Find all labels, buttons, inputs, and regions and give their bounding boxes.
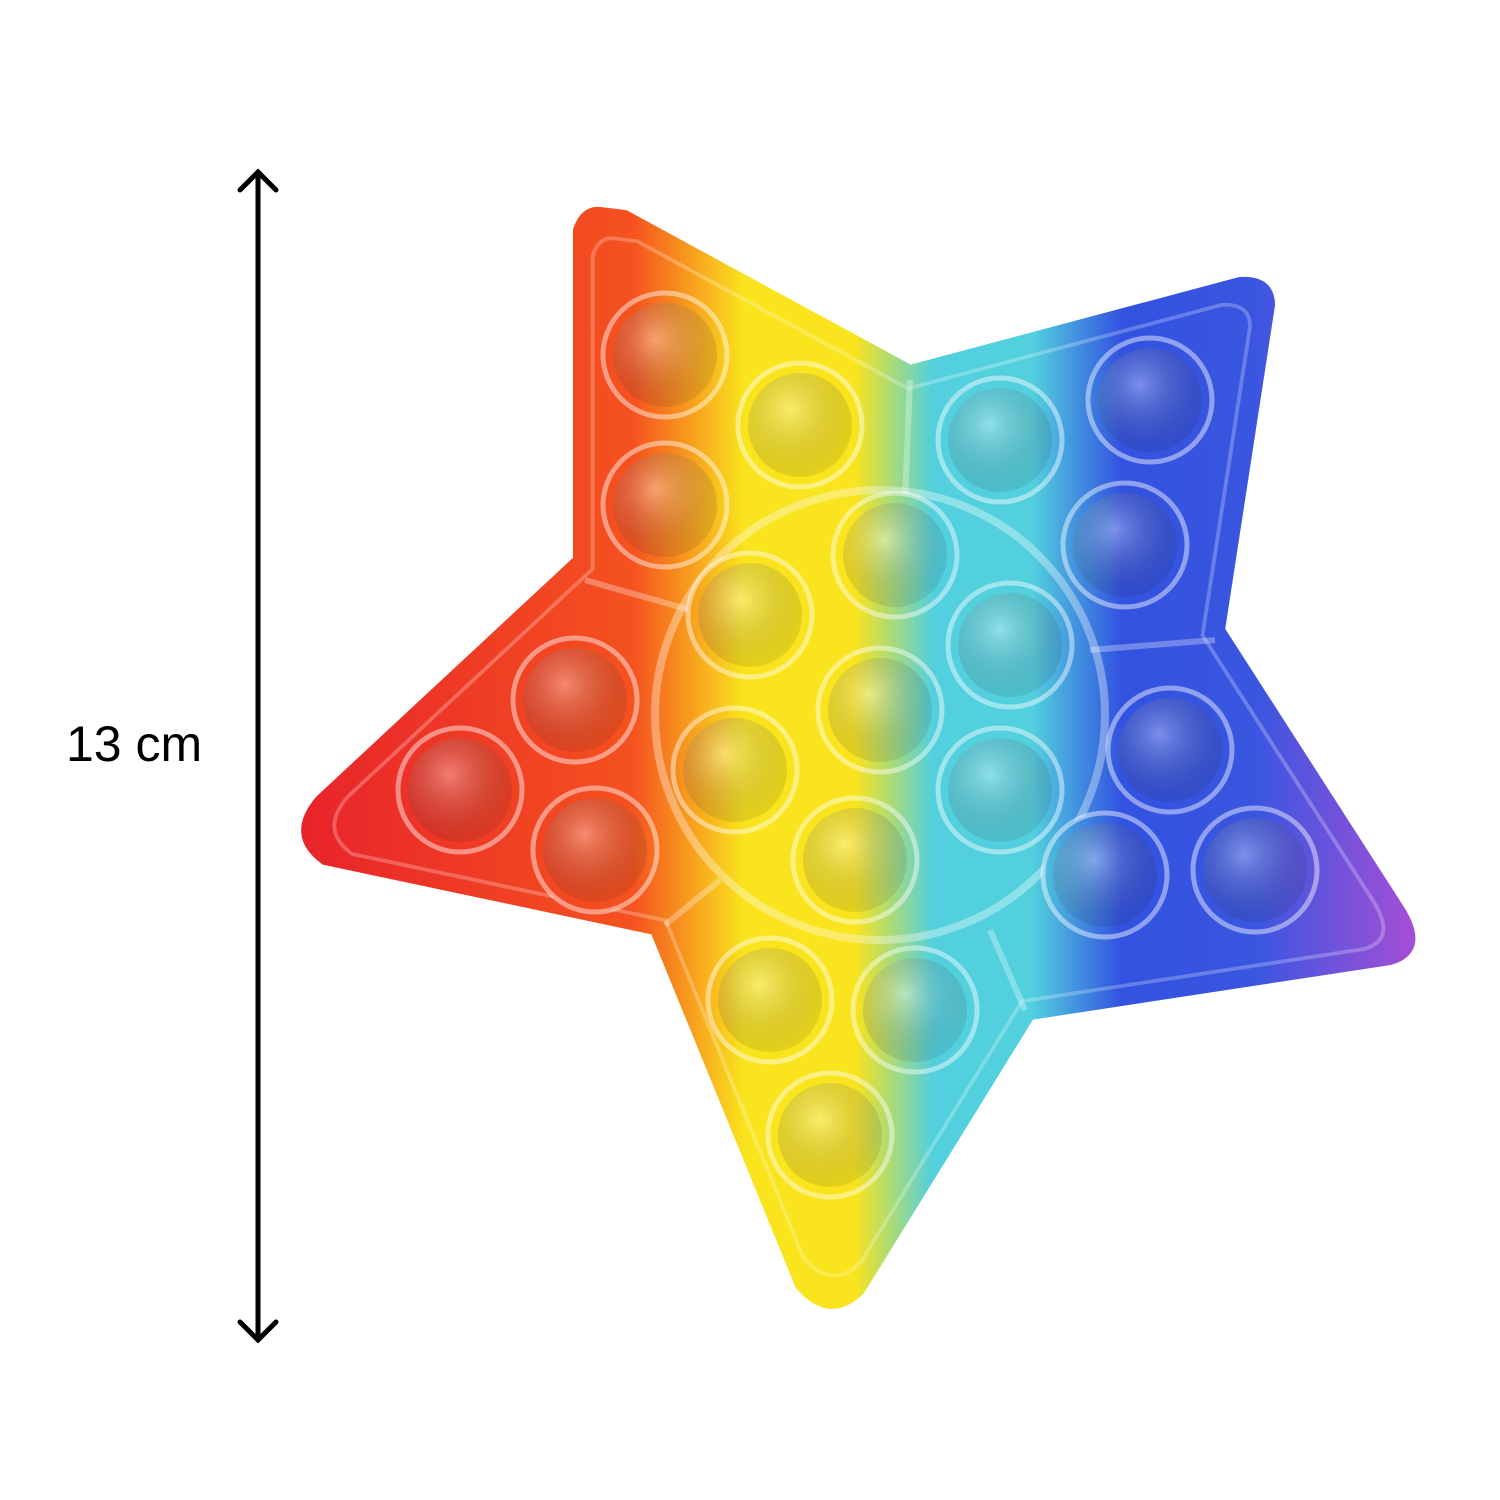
- bubble: [683, 718, 787, 822]
- bubble: [748, 373, 852, 477]
- bubble: [1053, 823, 1157, 927]
- bubble: [828, 658, 932, 762]
- bubble: [843, 503, 947, 607]
- bubble: [543, 798, 647, 902]
- bubble: [863, 958, 967, 1062]
- bubble: [718, 948, 822, 1052]
- bubble: [613, 303, 717, 407]
- bubble: [958, 593, 1062, 697]
- bubble: [523, 648, 627, 752]
- bubble: [1118, 698, 1222, 802]
- center-ring: [651, 486, 1109, 944]
- bubble: [948, 388, 1052, 492]
- bubble: [408, 738, 512, 842]
- bubble: [778, 1083, 882, 1187]
- bubble: [1203, 818, 1307, 922]
- bubble: [1073, 493, 1177, 597]
- dimension-label: 13 cm: [66, 716, 203, 772]
- bubble: [1098, 348, 1202, 452]
- bubble: [948, 738, 1052, 842]
- bubbles: [395, 290, 1320, 1200]
- bubble: [803, 808, 907, 912]
- bubble: [613, 453, 717, 557]
- dimension-arrow: [237, 168, 279, 1344]
- bubble: [698, 563, 802, 667]
